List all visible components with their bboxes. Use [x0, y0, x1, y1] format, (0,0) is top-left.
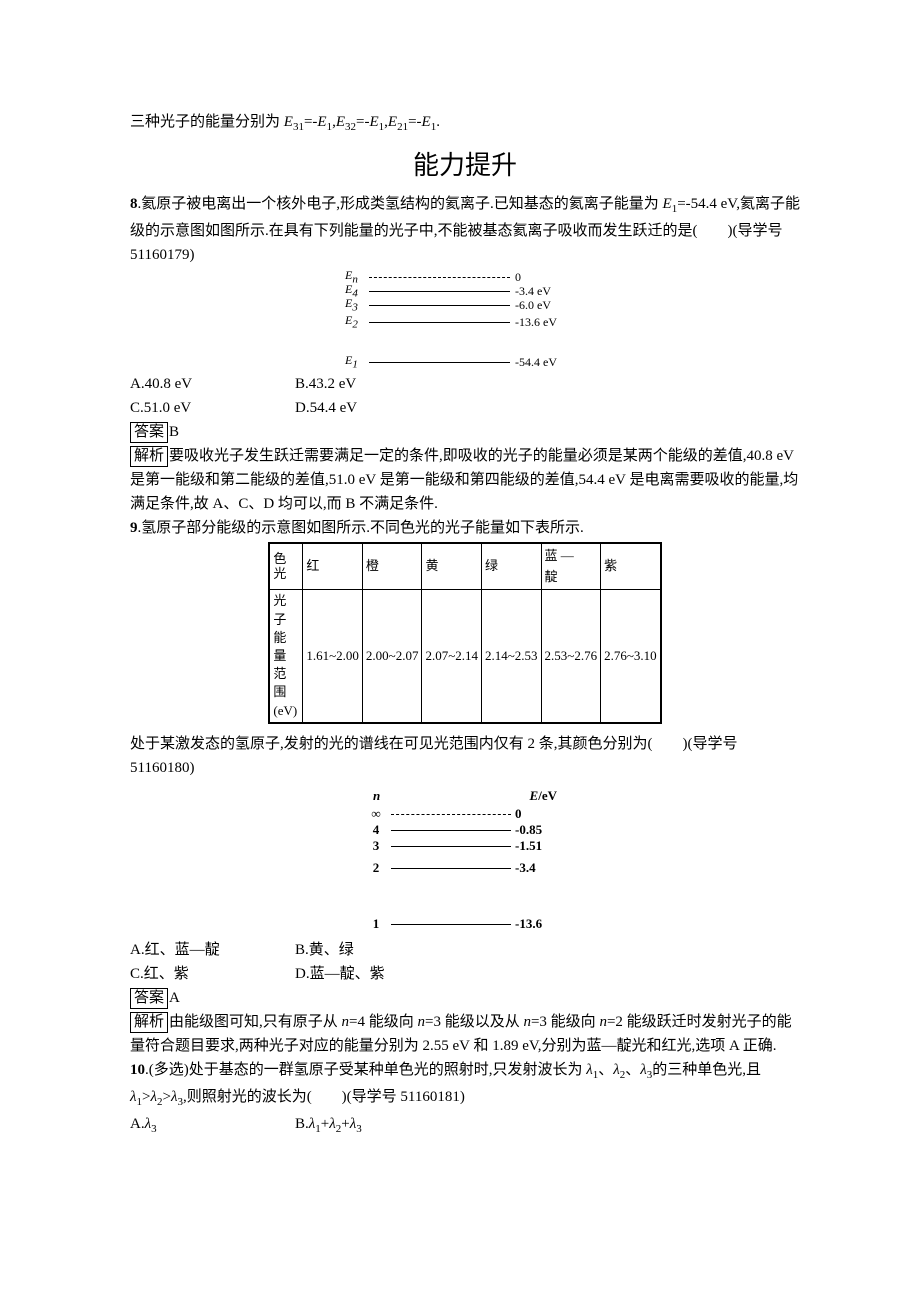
- q10-options: A.λ3 B.λ1+λ2+λ3: [130, 1112, 800, 1139]
- explain-label: 解析: [130, 446, 168, 467]
- q9-between: 处于某激发态的氢原子,发射的光的谱线在可见光范围内仅有 2 条,其颜色分别为( …: [130, 732, 800, 780]
- q8-energy-diagram: En0 E4-3.4 eV E3-6.0 eV E2-13.6 eV E1-54…: [345, 271, 585, 370]
- q9-options-2: C.红、紫 D.蓝—靛、紫: [130, 962, 800, 986]
- q9-answer: 答案A: [130, 986, 800, 1010]
- q8-opt-d: D.54.4 eV: [295, 396, 460, 420]
- color-table: 色光 红 橙 黄 绿 蓝 —靛 紫 光子能量范围(eV) 1.61~2.00 2…: [268, 542, 661, 724]
- q8-opt-b: B.43.2 eV: [295, 372, 460, 396]
- intro-line: 三种光子的能量分别为 E31=-E1,E32=-E1,E21=-E1.: [130, 110, 800, 137]
- q8-options-1: A.40.8 eV B.43.2 eV: [130, 372, 800, 396]
- q8-answer: 答案B: [130, 420, 800, 444]
- q10-number: 10: [130, 1062, 145, 1078]
- q9-number: 9: [130, 520, 138, 536]
- answer-label: 答案: [130, 988, 168, 1009]
- section-title: 能力提升: [130, 145, 800, 187]
- q8-opt-c: C.51.0 eV: [130, 396, 295, 420]
- q10-opt-a: A.λ3: [130, 1112, 295, 1139]
- q9-opt-b: B.黄、绿: [295, 938, 460, 962]
- q9-stem: 9.氢原子部分能级的示意图如图所示.不同色光的光子能量如下表所示.: [130, 516, 800, 540]
- q8-options-2: C.51.0 eV D.54.4 eV: [130, 396, 800, 420]
- q9-opt-c: C.红、紫: [130, 962, 295, 986]
- q8-explanation: 解析要吸收光子发生跃迁需要满足一定的条件,即吸收的光子的能量必须是某两个能级的差…: [130, 444, 800, 516]
- q10-stem: 10.(多选)处于基态的一群氢原子受某种单色光的照射时,只发射波长为 λ1、λ2…: [130, 1058, 800, 1111]
- q8-number: 8: [130, 196, 138, 212]
- q9-options-1: A.红、蓝—靛 B.黄、绿: [130, 938, 800, 962]
- q10-opt-b: B.λ1+λ2+λ3: [295, 1112, 460, 1139]
- explain-label: 解析: [130, 1012, 168, 1033]
- table-row-label: 色光: [269, 543, 303, 590]
- q9-explanation: 解析由能级图可知,只有原子从 n=4 能级向 n=3 能级以及从 n=3 能级向…: [130, 1010, 800, 1058]
- answer-label: 答案: [130, 422, 168, 443]
- q9-opt-a: A.红、蓝—靛: [130, 938, 295, 962]
- table-row-label: 光子能量范围(eV): [269, 590, 303, 723]
- q9-opt-d: D.蓝—靛、紫: [295, 962, 460, 986]
- q9-energy-diagram: nE/eV ∞0 4-0.85 3-1.51 2-3.4 1-13.6: [365, 786, 565, 933]
- q8-stem: 8.氦原子被电离出一个核外电子,形成类氢结构的氦离子.已知基态的氦离子能量为 E…: [130, 192, 800, 267]
- q8-opt-a: A.40.8 eV: [130, 372, 295, 396]
